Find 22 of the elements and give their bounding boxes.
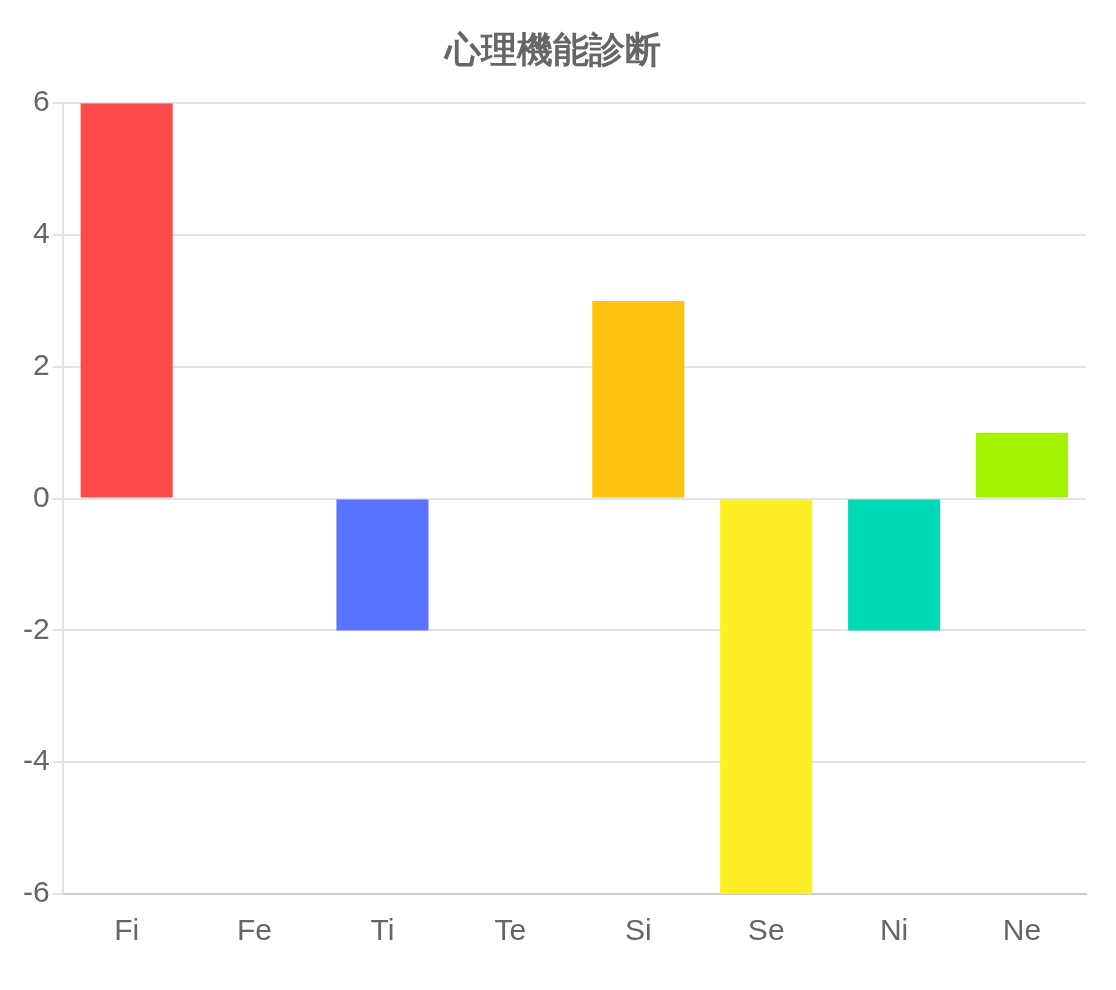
y-tick-label: 2 [32, 348, 50, 382]
x-tick-label: Te [494, 913, 527, 947]
x-tick-label: Ni [879, 913, 909, 947]
bar [848, 499, 941, 631]
x-tick-label: Se [747, 913, 785, 947]
bar [975, 432, 1069, 498]
chart-title: 心理機能診断 [443, 28, 661, 70]
x-tick-label: Fi [114, 913, 140, 947]
x-tick-label: Si [624, 913, 652, 947]
y-tick-label: 6 [32, 84, 50, 118]
y-tick-label: 0 [32, 479, 50, 513]
y-tick-label: 4 [32, 216, 50, 250]
bar [336, 499, 429, 631]
bar [720, 499, 813, 894]
y-tick-label: -2 [22, 611, 50, 645]
bar [592, 300, 685, 498]
x-tick-label: Fe [237, 913, 273, 947]
x-tick-label: Ti [370, 913, 395, 947]
y-tick-label: -6 [22, 875, 50, 909]
y-tick-label: -4 [22, 743, 50, 777]
bar [80, 103, 173, 498]
x-tick-label: Ne [1002, 913, 1042, 947]
